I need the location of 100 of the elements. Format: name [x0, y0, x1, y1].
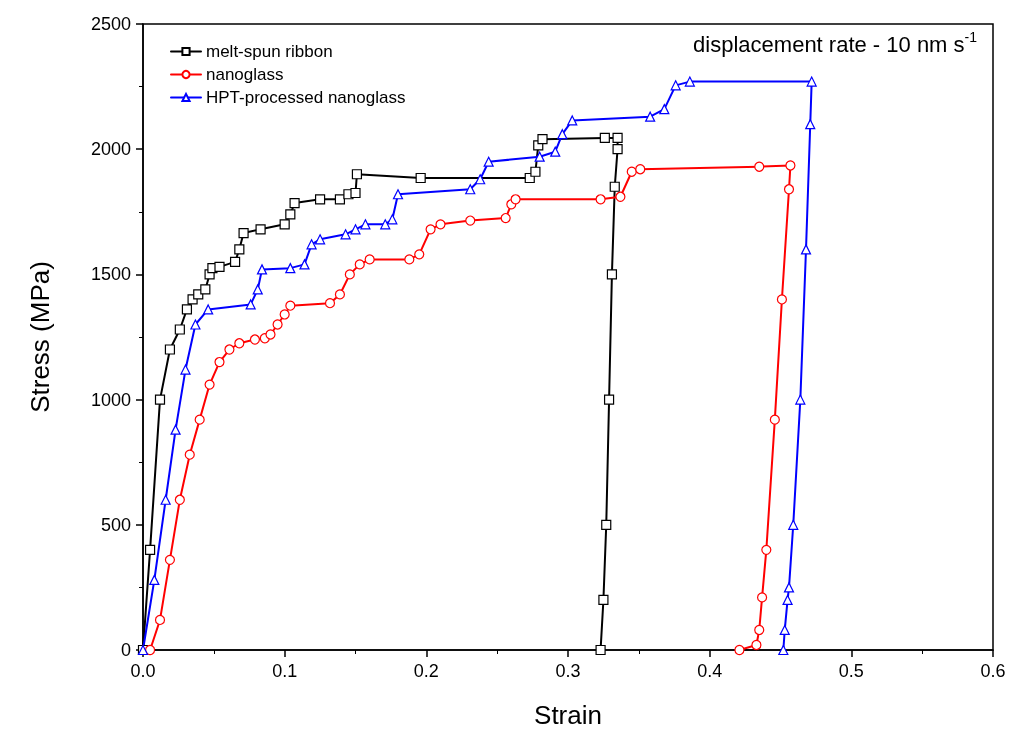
- point: [599, 132, 610, 144]
- point: [306, 239, 317, 250]
- y-tick-label: 500: [100, 514, 131, 535]
- point: [299, 259, 310, 270]
- point: [800, 244, 812, 255]
- point: [414, 249, 425, 260]
- point: [795, 394, 806, 405]
- point: [475, 174, 486, 185]
- point: [350, 224, 361, 235]
- x-tick-label: 0.6: [980, 661, 1006, 681]
- point: [615, 191, 626, 202]
- point: [785, 160, 796, 171]
- point: [778, 644, 789, 656]
- point: [154, 614, 166, 626]
- point: [635, 164, 646, 175]
- point: [154, 394, 166, 405]
- point: [754, 624, 765, 636]
- legend-label: nanoglass: [206, 65, 284, 84]
- point: [184, 449, 195, 460]
- point: [190, 319, 201, 330]
- x-tick-label: 0.3: [555, 661, 581, 681]
- x-axis-title: Strain: [534, 700, 602, 730]
- y-tick-label: 1000: [90, 389, 131, 410]
- point: [203, 304, 214, 315]
- point: [387, 214, 398, 225]
- point: [783, 184, 795, 195]
- point: [285, 209, 296, 220]
- point: [265, 329, 276, 340]
- y-tick-label: 2000: [90, 139, 131, 160]
- point: [783, 582, 795, 593]
- point: [245, 299, 256, 310]
- point: [351, 169, 363, 180]
- point: [360, 219, 371, 230]
- point: [782, 594, 793, 606]
- point: [279, 219, 290, 230]
- point: [272, 319, 283, 330]
- point: [435, 219, 446, 230]
- point: [164, 554, 176, 565]
- point: [465, 215, 476, 226]
- point: [595, 194, 606, 205]
- point: [334, 289, 346, 300]
- point: [350, 187, 361, 199]
- point: [670, 80, 681, 91]
- point: [174, 324, 185, 335]
- point: [279, 309, 290, 320]
- point: [415, 172, 426, 184]
- point: [181, 304, 193, 315]
- point: [761, 544, 772, 555]
- x-tick-label: 0.5: [838, 661, 864, 681]
- point: [754, 161, 765, 172]
- point: [550, 146, 561, 157]
- y-axis-title: Stress (MPa): [25, 261, 55, 413]
- point: [204, 379, 215, 390]
- point: [534, 151, 545, 162]
- point: [510, 194, 521, 205]
- point: [425, 224, 436, 235]
- point: [194, 414, 205, 425]
- x-tick-label: 0.4: [697, 661, 723, 681]
- point: [609, 181, 620, 192]
- point: [289, 197, 300, 209]
- x-tick-label: 0.2: [413, 661, 439, 681]
- point: [314, 194, 326, 205]
- point: [601, 519, 612, 530]
- point: [238, 227, 249, 239]
- point: [595, 644, 606, 656]
- point: [603, 394, 615, 405]
- point: [483, 156, 494, 167]
- point: [404, 254, 415, 265]
- point: [530, 166, 541, 177]
- point: [756, 592, 768, 603]
- point: [776, 294, 788, 305]
- point: [364, 254, 375, 265]
- point: [234, 244, 245, 255]
- point: [779, 624, 790, 636]
- point: [392, 189, 404, 200]
- point: [255, 224, 266, 235]
- point: [769, 414, 780, 425]
- point: [340, 229, 351, 240]
- point: [788, 519, 799, 530]
- point: [645, 111, 656, 122]
- y-tick-label: 2500: [90, 14, 131, 34]
- y-tick-label: 0: [120, 640, 131, 660]
- y-tick-label: 1500: [90, 264, 131, 285]
- point: [144, 544, 156, 555]
- point: [229, 256, 241, 267]
- point: [805, 119, 816, 130]
- point: [252, 284, 263, 295]
- point: [465, 184, 476, 195]
- point: [606, 269, 618, 280]
- point: [256, 264, 268, 275]
- point: [380, 219, 391, 230]
- point: [149, 574, 160, 585]
- point: [214, 261, 225, 272]
- point: [314, 234, 326, 245]
- point: [164, 344, 176, 355]
- point: [806, 76, 817, 87]
- point: [170, 424, 181, 435]
- point: [684, 76, 695, 87]
- point: [344, 269, 355, 280]
- point: [567, 115, 578, 126]
